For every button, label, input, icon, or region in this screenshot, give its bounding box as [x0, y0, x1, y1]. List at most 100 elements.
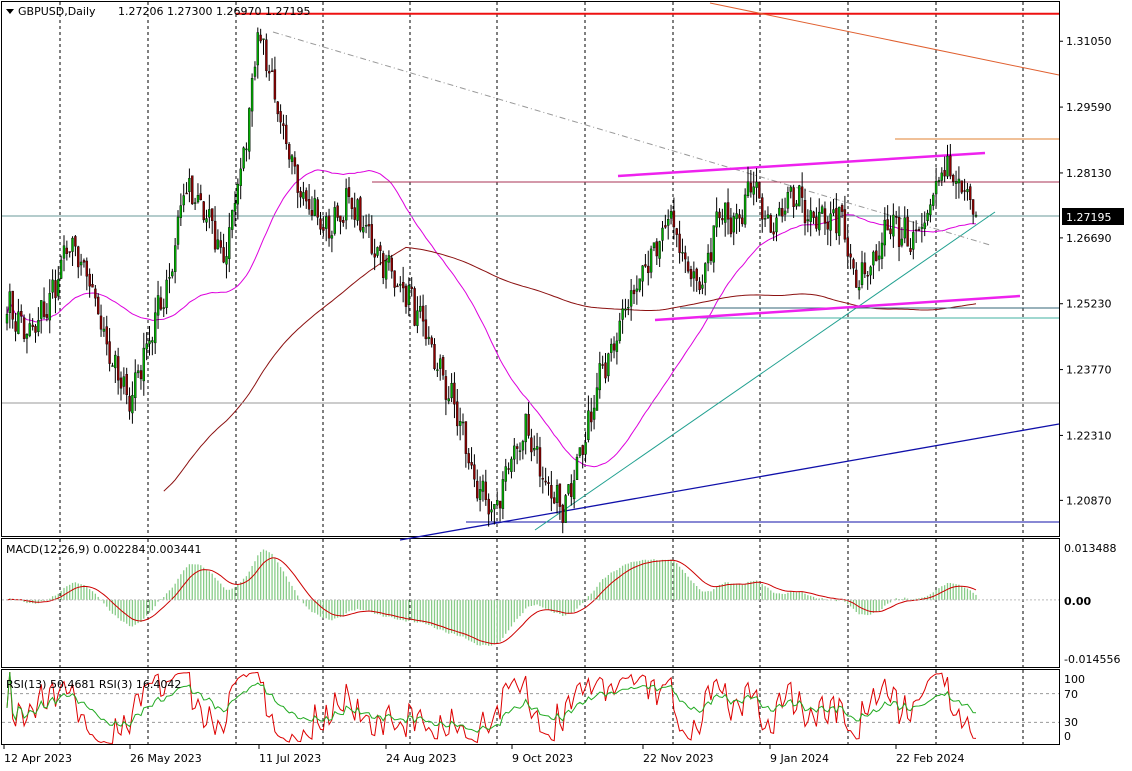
candle-body	[729, 217, 733, 235]
candle-body	[116, 356, 120, 381]
candle-body	[966, 189, 969, 193]
candle-body	[319, 218, 322, 230]
candle-body	[345, 188, 348, 221]
candle-body	[934, 180, 938, 195]
candle-body	[239, 168, 242, 186]
candle-body	[669, 211, 673, 219]
candle-body	[806, 219, 810, 222]
candle-body	[473, 464, 476, 480]
candle-body	[316, 199, 319, 218]
candle-body	[273, 69, 277, 100]
candle-body	[265, 39, 268, 72]
candle-body	[296, 164, 299, 193]
candle-body	[795, 203, 798, 207]
candle-body	[382, 253, 385, 278]
time-tick-label: 11 Jul 2023	[259, 752, 321, 765]
price-tick-label: 1.23770	[1066, 364, 1112, 377]
candle-body	[632, 289, 636, 295]
candle-body	[624, 308, 627, 311]
upper-trendline	[709, 2, 1060, 76]
candle-body	[173, 245, 177, 272]
candle-body	[823, 208, 827, 224]
candle-body	[866, 275, 869, 277]
candle-body	[761, 197, 764, 220]
candle-body	[766, 214, 770, 219]
candle-body	[504, 466, 507, 482]
candle-body	[484, 481, 487, 500]
price-pane[interactable]	[1, 1, 1060, 537]
candle-body	[641, 265, 644, 282]
candle-body	[658, 241, 661, 259]
candle-body	[487, 498, 490, 515]
candle-body	[193, 202, 197, 204]
candle-body	[333, 207, 336, 234]
candle-body	[578, 447, 582, 457]
candle-body	[647, 265, 650, 274]
candle-body	[675, 228, 678, 235]
candle-body	[575, 456, 579, 481]
candle-body	[610, 343, 613, 353]
candle-body	[404, 285, 408, 307]
candle-body	[533, 448, 536, 451]
candle-body	[946, 155, 949, 177]
candle-body	[763, 218, 767, 220]
rsi-pane[interactable]	[1, 669, 1060, 745]
candle-body	[456, 401, 459, 427]
price-tick-label: 1.28130	[1066, 167, 1112, 180]
candle-body	[470, 462, 473, 466]
candle-body	[501, 479, 505, 509]
candle-body	[886, 219, 889, 231]
candle-body	[119, 377, 123, 389]
candle-body	[79, 261, 83, 266]
candle-body	[342, 219, 345, 223]
candle-body	[615, 340, 619, 352]
candle-body	[849, 253, 852, 258]
candle-body	[672, 210, 676, 228]
candle-body	[798, 185, 801, 207]
time-tick-label: 22 Nov 2023	[643, 752, 713, 765]
candle-body	[125, 374, 128, 396]
candle-body	[37, 320, 40, 333]
time-tick-label: 9 Jan 2024	[770, 752, 829, 765]
rising-trendline	[534, 211, 996, 531]
collapse-triangle-icon[interactable]	[6, 9, 14, 14]
candle-body	[521, 441, 525, 451]
candle-body	[205, 218, 208, 223]
candle-body	[914, 229, 918, 231]
candle-body	[832, 209, 835, 214]
candle-body	[410, 286, 413, 289]
candle-body	[541, 478, 544, 480]
candle-body	[860, 262, 864, 285]
macd-tick-label: 0.013488	[1064, 542, 1117, 555]
candle-body	[929, 204, 932, 216]
candle-body	[282, 123, 285, 126]
candle-body	[544, 480, 547, 483]
candle-body	[704, 263, 707, 283]
candle-body	[82, 260, 86, 263]
candle-body	[216, 239, 220, 250]
candle-body	[769, 214, 772, 233]
candle-body	[612, 343, 616, 351]
candle-body	[17, 311, 20, 334]
candle-body	[390, 257, 393, 272]
candle-body	[210, 208, 214, 222]
candle-body	[436, 369, 439, 371]
candle-body	[857, 287, 861, 291]
candle-body	[208, 209, 211, 218]
candle-body	[535, 446, 539, 450]
candle-body	[31, 324, 34, 327]
candle-body	[71, 237, 74, 252]
candle-body	[877, 255, 881, 260]
rsi-tick-label: 30	[1064, 716, 1078, 729]
candle-body	[960, 180, 963, 193]
candle-body	[407, 285, 411, 305]
candle-body	[322, 226, 325, 231]
macd-pane[interactable]	[1, 538, 1060, 668]
candle-body	[681, 252, 684, 254]
candle-body	[379, 245, 382, 252]
price-tick-label: 1.31050	[1066, 35, 1112, 48]
candle-body	[607, 353, 610, 377]
candle-body	[122, 376, 126, 387]
candle-body	[65, 247, 69, 255]
